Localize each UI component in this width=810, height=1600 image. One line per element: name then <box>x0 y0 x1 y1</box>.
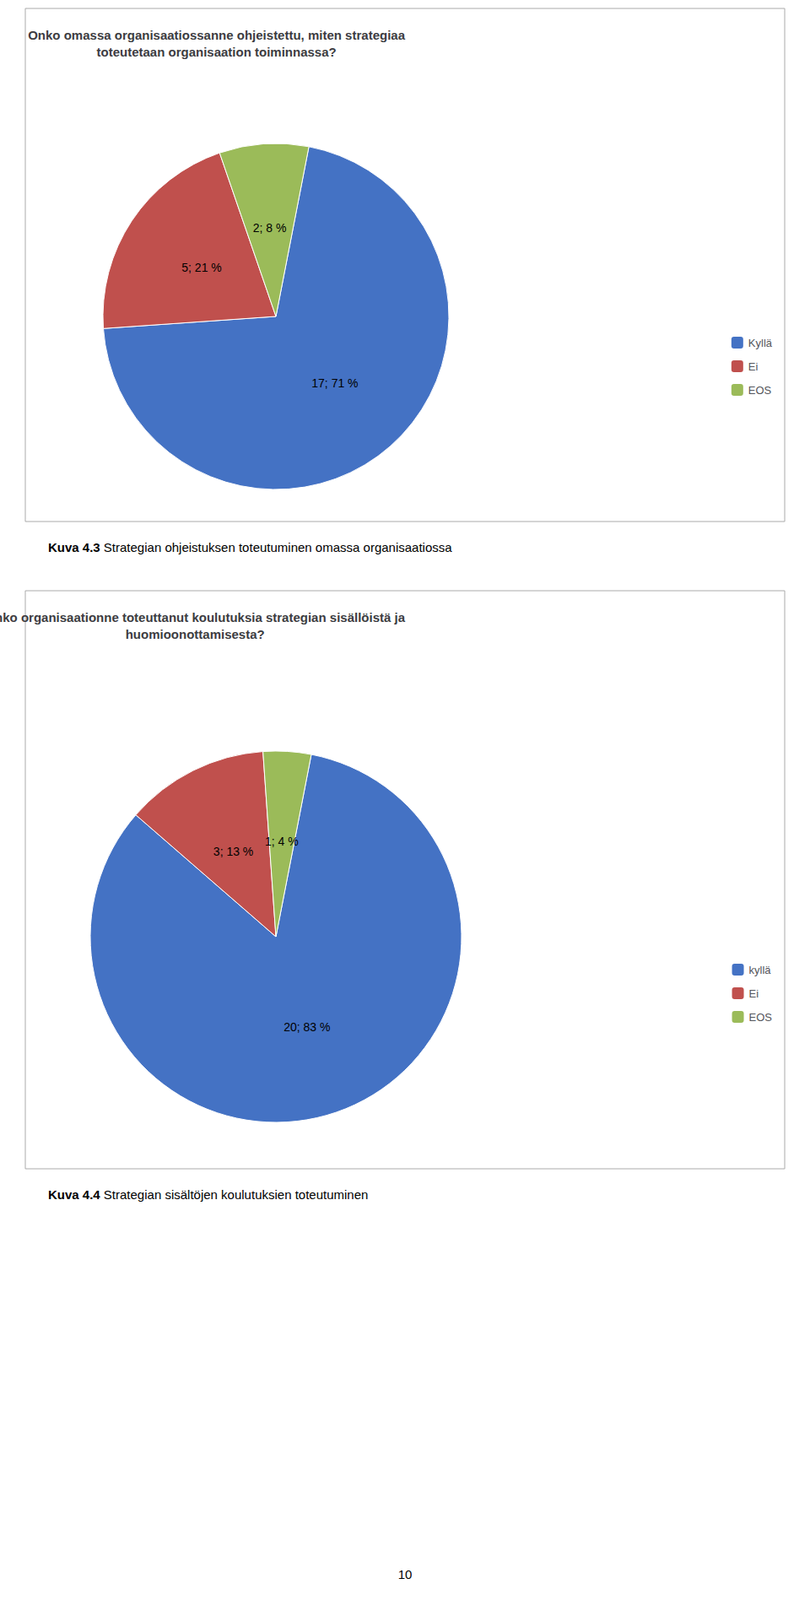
svg-text:3; 13 %: 3; 13 % <box>213 844 254 859</box>
svg-text:Ei: Ei <box>748 360 759 373</box>
svg-text:20; 83 %: 20; 83 % <box>283 1020 330 1034</box>
svg-text:EOS: EOS <box>749 1010 773 1024</box>
svg-text:toteutetaan organisaation toim: toteutetaan organisaation toiminnassa? <box>96 44 336 60</box>
svg-text:Onko organisaationne toteuttan: Onko organisaationne toteuttanut koulutu… <box>0 610 406 625</box>
svg-text:Kyllä: Kyllä <box>748 336 773 350</box>
svg-text:kyllä: kyllä <box>749 963 773 977</box>
svg-text:Ei: Ei <box>749 987 760 1000</box>
svg-text:Onko omassa organisaatiossanne: Onko omassa organisaatiossanne ohjeistet… <box>27 27 405 43</box>
svg-text:10: 10 <box>398 1566 413 1582</box>
svg-text:2; 8 %: 2; 8 % <box>253 221 287 235</box>
svg-text:Strategian ohjeistuksen toteut: Strategian ohjeistuksen toteutuminen oma… <box>100 540 454 555</box>
svg-text:EOS: EOS <box>748 383 773 397</box>
svg-text:Strategian sisältöjen koulutuk: Strategian sisältöjen koulutuksien toteu… <box>100 1187 369 1202</box>
svg-text:5; 21 %: 5; 21 % <box>181 260 222 275</box>
svg-text:Kuva 4.4: Kuva 4.4 <box>48 1187 101 1202</box>
svg-text:17; 71 %: 17; 71 % <box>311 376 358 390</box>
svg-text:huomioonottamisesta?: huomioonottamisesta? <box>125 626 265 642</box>
svg-text:Kuva 4.3: Kuva 4.3 <box>48 540 101 555</box>
svg-text:1; 4 %: 1; 4 % <box>264 834 299 848</box>
